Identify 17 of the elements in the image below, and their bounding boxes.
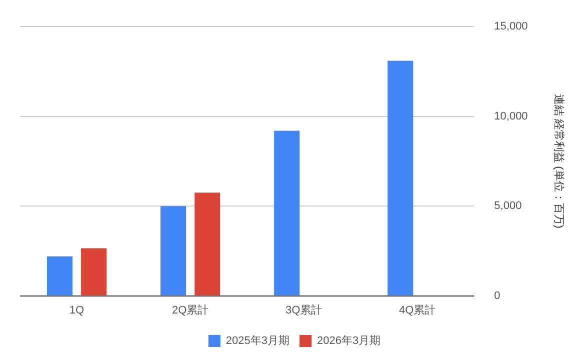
x-tick-label: 3Q累計 [286, 303, 322, 316]
y-tick-label: 0 [494, 290, 500, 302]
y-axis-title: 連結 経常利益 (単位：百万) [552, 94, 566, 228]
y-tick-label: 5,000 [494, 200, 522, 212]
y-tick-label: 15,000 [494, 20, 528, 33]
bar [46, 256, 73, 296]
bar [274, 130, 300, 296]
x-tick-label: 2Q累計 [172, 303, 209, 316]
bar [388, 60, 414, 296]
y-tick-label: 10,000 [494, 110, 528, 122]
bar [194, 192, 220, 296]
x-tick-label: 1Q [69, 304, 85, 316]
legend-label: 2026年3月期 [317, 335, 381, 348]
bar [81, 248, 107, 296]
bar [160, 206, 186, 296]
legend-label: 2025年3月期 [226, 335, 290, 348]
x-tick-label: 4Q累計 [399, 303, 436, 316]
